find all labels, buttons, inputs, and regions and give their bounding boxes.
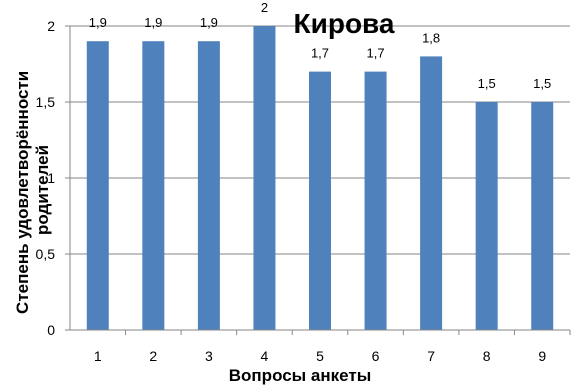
bar bbox=[253, 26, 276, 330]
chart-title: Кирова bbox=[294, 8, 395, 39]
bar bbox=[309, 71, 331, 330]
bar bbox=[142, 41, 165, 330]
x-tick-label: 1 bbox=[94, 348, 102, 364]
y-tick-label: 0,5 bbox=[36, 246, 56, 262]
y-tick-label: 1,5 bbox=[36, 94, 56, 110]
x-tick-label: 3 bbox=[205, 348, 213, 364]
y-tick-label: 2 bbox=[47, 18, 55, 34]
data-label: 1,5 bbox=[478, 76, 496, 91]
x-tick-label: 7 bbox=[427, 348, 435, 364]
data-label: 1,7 bbox=[311, 46, 329, 61]
bars bbox=[86, 26, 554, 331]
x-tick-label: 8 bbox=[483, 348, 491, 364]
bar bbox=[475, 102, 498, 330]
y-tick-labels: 0 0,5 1 1,5 2 bbox=[36, 18, 70, 338]
x-tick-label: 2 bbox=[149, 348, 157, 364]
y-axis-title-line-1: Степень удовлетворённости bbox=[13, 71, 32, 314]
x-tick-label: 4 bbox=[261, 348, 269, 364]
x-tick-labels: 1 2 3 4 5 6 7 8 9 bbox=[94, 330, 571, 364]
x-tick-label: 9 bbox=[538, 348, 546, 364]
data-label: 1,9 bbox=[200, 15, 218, 30]
data-label: 1,7 bbox=[367, 46, 385, 61]
y-tick-label: 0 bbox=[47, 322, 55, 338]
x-axis-title: Вопросы анкеты bbox=[229, 366, 371, 385]
data-labels: 1,9 1,9 1,9 2 1,7 1,7 1,8 1,5 1,5 bbox=[89, 0, 552, 91]
data-label: 2 bbox=[261, 0, 268, 15]
bar bbox=[197, 41, 220, 330]
bar bbox=[86, 41, 109, 330]
data-label: 1,8 bbox=[422, 30, 440, 45]
y-axis-title: Степень удовлетворённости родителей bbox=[13, 66, 52, 314]
bar bbox=[420, 56, 443, 331]
bar bbox=[364, 71, 387, 330]
bar bbox=[531, 102, 554, 330]
data-label: 1,5 bbox=[533, 76, 551, 91]
x-tick-label: 6 bbox=[372, 348, 380, 364]
y-tick-label: 1 bbox=[47, 170, 55, 186]
y-axis-title-line-2: родителей bbox=[33, 145, 52, 235]
x-tick-label: 5 bbox=[316, 348, 324, 364]
data-label: 1,9 bbox=[89, 15, 107, 30]
data-label: 1,9 bbox=[144, 15, 162, 30]
